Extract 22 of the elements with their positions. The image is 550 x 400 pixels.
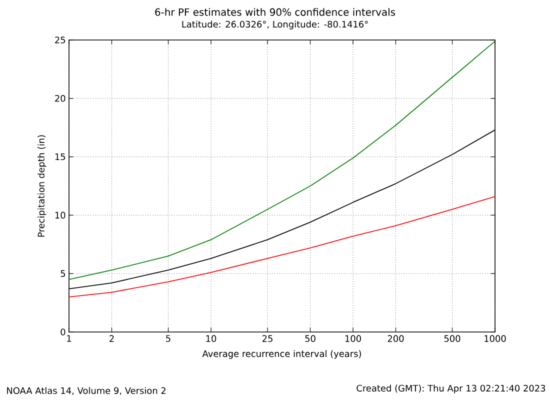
y-tick-label: 25: [55, 36, 66, 44]
chart-subtitle: Latitude: 26.0326°, Longitude: -80.1416°: [182, 20, 368, 30]
y-tick-label: 15: [55, 153, 66, 160]
x-tick-label: 1: [67, 335, 72, 342]
x-tick-label: 2: [110, 335, 114, 342]
x-tick-label: 10: [206, 335, 216, 342]
x-tick-label: 25: [262, 335, 272, 342]
text: NOAA Atlas 14, Volume 9, Version 2: [7, 387, 166, 395]
x-tick-label: 100: [345, 335, 361, 342]
chart-title: 6-hr PF estimates with 90% confidence intervals: [155, 8, 396, 16]
x-tick-label: 1000: [484, 335, 506, 342]
x-tick-label: 5: [166, 335, 170, 342]
y-tick-label: 10: [55, 212, 66, 219]
y-tick-label: 5: [60, 270, 66, 277]
text: Created (GMT): Thu Apr 13 02:21:40 2023: [356, 384, 546, 394]
x-tick-label: 200: [388, 335, 404, 342]
x-tick-label: 500: [444, 335, 460, 342]
y-axis-title: Precipitation depth (in): [38, 135, 46, 237]
x-axis-title: Average recurrence interval (years): [202, 350, 361, 359]
y-tick-label: 0: [60, 328, 66, 336]
x-tick-label: 50: [305, 335, 316, 342]
y-tick-label: 20: [55, 95, 66, 102]
